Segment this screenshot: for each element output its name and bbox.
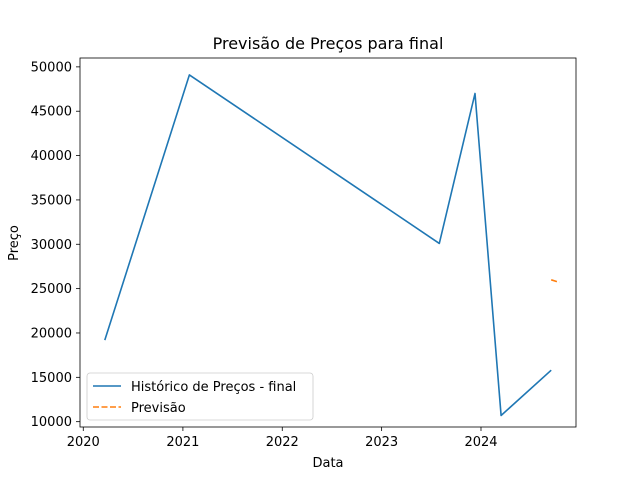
x-tick-label: 2023 <box>365 435 398 450</box>
plot-area <box>104 74 560 417</box>
y-tick-label: 45000 <box>31 105 72 120</box>
axes-frame <box>79 57 577 428</box>
x-tick-label: 2020 <box>67 435 100 450</box>
x-tick-label: 2022 <box>266 435 299 450</box>
legend: Histórico de Preços - final Previsão <box>86 372 314 421</box>
y-tick-label: 50000 <box>31 60 72 75</box>
legend-entry-label: Histórico de Preços - final <box>131 380 296 395</box>
y-tick-label: 25000 <box>31 282 72 297</box>
legend-box <box>86 372 314 421</box>
y-tick-label: 20000 <box>31 326 72 341</box>
x-tick-label: 2021 <box>166 435 199 450</box>
x-axis: 2020 2021 2022 2023 2024 <box>67 427 498 450</box>
x-tick-label: 2024 <box>464 435 497 450</box>
historical-price-line <box>104 74 552 417</box>
y-tick-label: 40000 <box>31 149 72 164</box>
forecast-line <box>550 279 560 284</box>
y-tick-label: 10000 <box>31 415 72 430</box>
chart-title: Previsão de Preços para final <box>213 34 444 53</box>
y-axis: 10000 15000 20000 25000 30000 35000 40000 45000… <box>31 60 80 430</box>
x-axis-label: Data <box>312 456 343 471</box>
y-tick-label: 15000 <box>31 371 72 386</box>
y-tick-label: 35000 <box>31 193 72 208</box>
y-tick-label: 30000 <box>31 238 72 253</box>
legend-entry-label: Previsão <box>131 401 186 416</box>
y-axis-label: Preço <box>7 225 22 261</box>
